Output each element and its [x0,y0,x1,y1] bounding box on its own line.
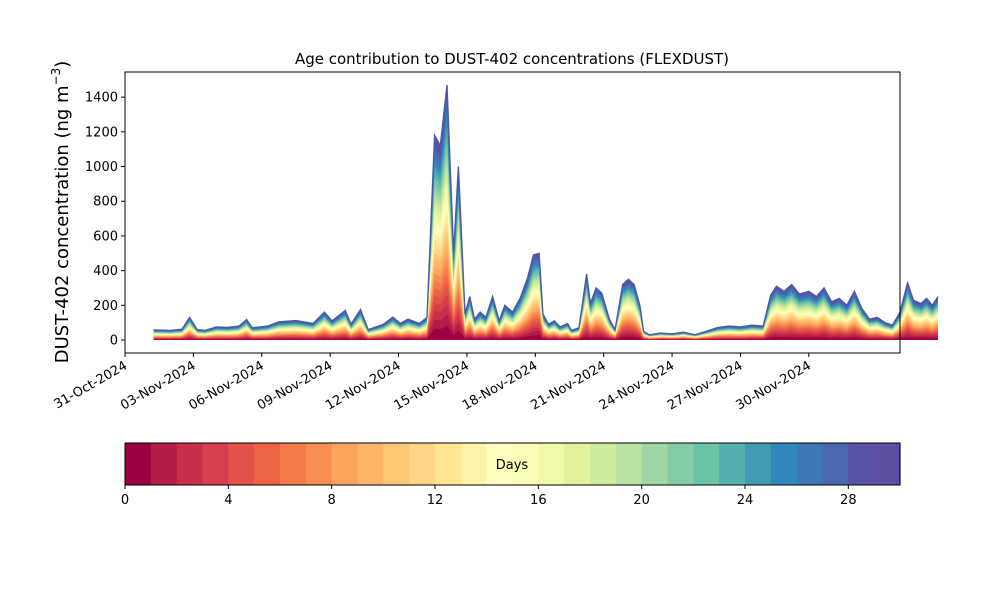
y-tick-label: 400 [93,264,118,279]
colorbar-tick-label: 8 [328,493,336,508]
colorbar-swatch [125,443,152,485]
colorbar-tick-label: 0 [121,493,129,508]
y-tick-label: 800 [93,195,118,210]
colorbar-label: Days [496,458,529,473]
colorbar: 0 4 8 12 16 20 24 28 [121,442,901,508]
colorbar-tick-label: 20 [633,493,650,508]
x-tick-label: 30-Nov-2024 [734,358,814,413]
colorbar-swatch [667,443,694,485]
colorbar-swatch [150,443,178,485]
colorbar-swatch [202,443,229,485]
colorbar-swatch [641,443,669,485]
colorbar-tick-label: 12 [427,493,444,508]
colorbar-swatch [486,443,514,485]
y-axis-label-main: DUST-402 concentration (ng m [52,85,73,363]
colorbar-swatch [280,443,307,485]
x-tick-label: 18-Nov-2024 [460,358,540,413]
colorbar-swatch [383,443,410,485]
x-tick-label: 06-Nov-2024 [186,358,266,413]
colorbar-frame [124,442,901,486]
x-tick-label: 09-Nov-2024 [255,358,335,413]
colorbar-tick-label: 4 [224,493,232,508]
colorbar-swatch [693,443,720,485]
colorbar-swatch [796,443,824,485]
y-axis-label-sup: −3 [49,68,63,86]
colorbar-swatch [770,443,798,485]
colorbar-swatch [409,443,436,485]
colorbar-swatch [538,443,565,485]
y-tick-label: 1000 [85,160,118,175]
y-tick-label: 1400 [85,91,118,106]
x-tick-label: 12-Nov-2024 [323,358,403,413]
y-tick-label: 0 [110,333,118,348]
plot-frame [124,71,901,354]
y-axis-ticks: 0 200 400 600 800 1000 1200 1400 [85,91,125,348]
x-tick-label: 31-Oct-2024 [52,358,130,412]
colorbar-swatch [305,443,333,485]
total-concentration-line [153,84,939,336]
y-tick-label: 1200 [85,125,118,140]
x-axis-ticks: 31-Oct-202403-Nov-202406-Nov-202409-Nov-… [52,353,814,413]
y-tick-label: 200 [93,299,118,314]
colorbar-swatch [719,443,746,485]
x-tick-label: 21-Nov-2024 [528,358,608,413]
colorbar-tick-label: 28 [840,493,857,508]
colorbar-swatch [435,443,462,485]
x-tick-label: 03-Nov-2024 [118,358,198,413]
colorbar-swatch [331,443,359,485]
y-axis-label: DUST-402 concentration (ng m−3) [49,61,73,364]
colorbar-swatch [848,443,875,485]
colorbar-swatch [357,443,384,485]
colorbar-swatch [745,443,772,485]
colorbar-swatch [512,443,539,485]
x-tick-label: 15-Nov-2024 [392,358,472,413]
colorbar-swatch [564,443,591,485]
colorbar-swatch [822,443,849,485]
y-tick-label: 600 [93,229,118,244]
age-layer-0 [153,325,938,340]
stacked-area-layers [153,84,939,341]
colorbar-swatch [254,443,281,485]
colorbar-swatch [615,443,643,485]
x-tick-label: 24-Nov-2024 [597,358,677,413]
colorbar-tick-label: 24 [737,493,754,508]
colorbar-tick-label: 16 [530,493,547,508]
chart-title: Age contribution to DUST-402 concentrati… [295,50,729,68]
age-layer-1 [153,314,938,340]
colorbar-swatch [228,443,255,485]
colorbar-swatch [460,443,488,485]
colorbar-swatch [176,443,204,485]
x-tick-label: 27-Nov-2024 [665,358,745,413]
colorbar-swatch [590,443,617,485]
y-axis-label-close: ) [52,61,73,68]
colorbar-swatch [874,443,901,485]
